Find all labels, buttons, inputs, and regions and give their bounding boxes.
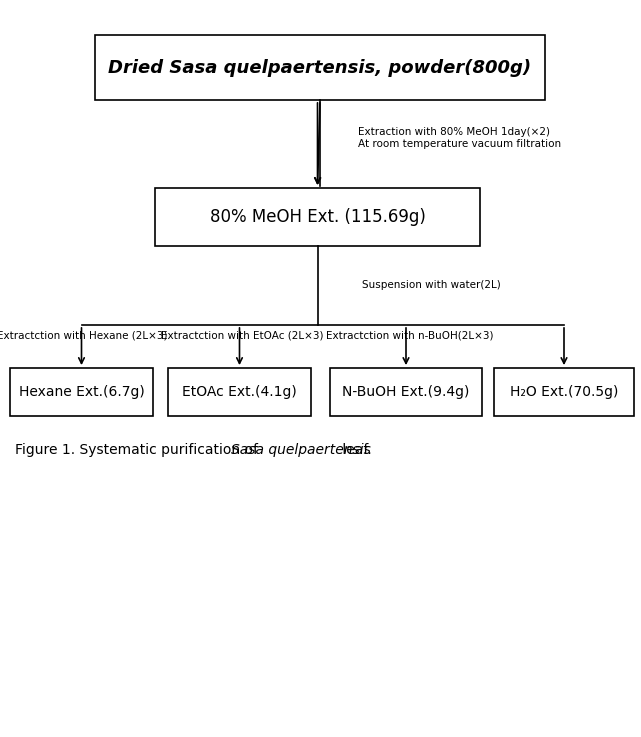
Text: N-BuOH Ext.(9.4g): N-BuOH Ext.(9.4g) [342, 385, 470, 399]
Bar [330, 368, 482, 416]
Text: Extractction with n-BuOH(2L×3): Extractction with n-BuOH(2L×3) [326, 330, 494, 340]
Bar [168, 368, 311, 416]
Text: leaf.: leaf. [338, 443, 372, 457]
Bar [95, 35, 545, 100]
Text: Dried Sasa quelpaertensis, powder(800g): Dried Sasa quelpaertensis, powder(800g) [108, 58, 531, 77]
Bar [10, 368, 153, 416]
Text: Extractction with Hexane (2L×3): Extractction with Hexane (2L×3) [0, 330, 167, 340]
Text: Figure 1. Systematic purification of: Figure 1. Systematic purification of [15, 443, 262, 457]
Text: Sasa quelpaertensis: Sasa quelpaertensis [231, 443, 371, 457]
Text: Extractction with EtOAc (2L×3): Extractction with EtOAc (2L×3) [161, 330, 323, 340]
Text: Extraction with 80% MeOH 1day(×2)
At room temperature vacuum filtration: Extraction with 80% MeOH 1day(×2) At roo… [358, 128, 561, 149]
Bar [155, 188, 480, 246]
Text: Suspension with water(2L): Suspension with water(2L) [362, 280, 501, 290]
Bar [494, 368, 634, 416]
Text: H₂O Ext.(70.5g): H₂O Ext.(70.5g) [510, 385, 618, 399]
Text: EtOAc Ext.(4.1g): EtOAc Ext.(4.1g) [182, 385, 297, 399]
Text: 80% MeOH Ext. (115.69g): 80% MeOH Ext. (115.69g) [210, 208, 426, 226]
Text: Hexane Ext.(6.7g): Hexane Ext.(6.7g) [19, 385, 144, 399]
